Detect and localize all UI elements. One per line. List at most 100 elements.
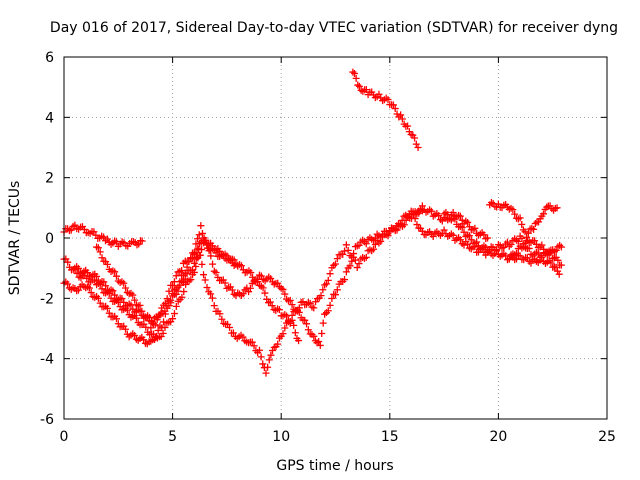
data-point [239, 290, 247, 298]
data-point [291, 329, 299, 337]
data-point [198, 246, 206, 254]
data-point [417, 206, 425, 214]
y-tick-label: -6 [40, 412, 54, 428]
data-point [295, 337, 303, 345]
data-point [169, 281, 177, 289]
data-point [473, 238, 481, 246]
data-point [516, 252, 524, 260]
data-point [163, 295, 171, 303]
data-point [467, 236, 475, 244]
data-point [85, 284, 93, 292]
data-point [118, 295, 126, 303]
data-point [216, 310, 224, 318]
series-track-3 [60, 202, 492, 349]
data-point [523, 254, 531, 262]
data-point [288, 301, 296, 309]
data-point [138, 307, 146, 315]
data-point [449, 208, 457, 216]
data-point [208, 294, 216, 302]
data-point [246, 284, 254, 292]
series-track-1 [60, 221, 146, 250]
data-point [189, 266, 197, 274]
data-point [344, 246, 352, 254]
axis-ticks: 0 5 10 15 20 25 -6 -4 -2 0 2 4 6 [40, 50, 616, 445]
y-tick-label: 6 [45, 50, 54, 66]
data-point [362, 253, 370, 261]
data-point [557, 261, 565, 269]
data-point [333, 286, 341, 294]
data-point [247, 269, 255, 277]
data-point [255, 346, 263, 354]
data-point [505, 255, 513, 263]
data-point [531, 220, 539, 228]
data-point [521, 228, 529, 236]
data-point [90, 228, 98, 236]
data-point [268, 302, 276, 310]
plot-frame [63, 56, 608, 420]
data-point [264, 363, 272, 371]
data-point [449, 231, 457, 239]
data-point [352, 74, 360, 82]
data-point [509, 206, 517, 214]
data-point [196, 251, 204, 259]
data-point [120, 279, 128, 287]
data-point [355, 82, 363, 90]
data-point [503, 238, 511, 246]
data-point [122, 284, 130, 292]
data-point [145, 317, 153, 325]
data-point [93, 272, 101, 280]
data-point [411, 134, 419, 142]
data-point [355, 260, 363, 268]
data-point [103, 260, 111, 268]
data-point [250, 342, 258, 350]
data-point [209, 260, 217, 268]
data-point [71, 221, 79, 229]
data-point [398, 115, 406, 123]
data-point [152, 332, 160, 340]
data-point [404, 122, 412, 130]
data-point [535, 218, 543, 226]
data-point [259, 360, 267, 368]
y-tick-label: 4 [45, 110, 54, 126]
data-point [310, 332, 318, 340]
chart-title: Day 016 of 2017, Sidereal Day-to-day VTE… [50, 20, 618, 36]
data-point [281, 324, 289, 332]
data-point [84, 269, 92, 277]
data-point [192, 262, 200, 270]
data-point [198, 260, 206, 268]
data-point [333, 255, 341, 263]
data-point [371, 234, 379, 242]
data-point [362, 240, 370, 248]
y-tick-label: 0 [45, 231, 54, 247]
data-point [518, 235, 526, 243]
data-point [254, 275, 262, 283]
data-point [554, 267, 562, 275]
data-point [167, 296, 175, 304]
data-point [391, 105, 399, 113]
data-point [412, 140, 420, 148]
data-point [140, 336, 148, 344]
data-point [370, 245, 378, 253]
data-point [318, 330, 326, 338]
data-point [342, 268, 350, 276]
data-point [185, 258, 193, 266]
data-point [64, 258, 72, 266]
data-point [274, 279, 282, 287]
data-point [109, 287, 117, 295]
data-point [195, 231, 203, 239]
data-point [409, 211, 417, 219]
data-point [212, 249, 220, 257]
data-point [228, 286, 236, 294]
data-point [341, 276, 349, 284]
data-point [67, 226, 75, 234]
data-point [210, 245, 218, 253]
data-point [458, 216, 466, 224]
data-point [198, 229, 206, 237]
data-point [351, 70, 359, 78]
data-point [74, 264, 82, 272]
data-point [511, 210, 519, 218]
data-point [319, 319, 327, 327]
data-point [210, 267, 218, 275]
data-points [60, 68, 565, 377]
data-point [353, 264, 361, 272]
